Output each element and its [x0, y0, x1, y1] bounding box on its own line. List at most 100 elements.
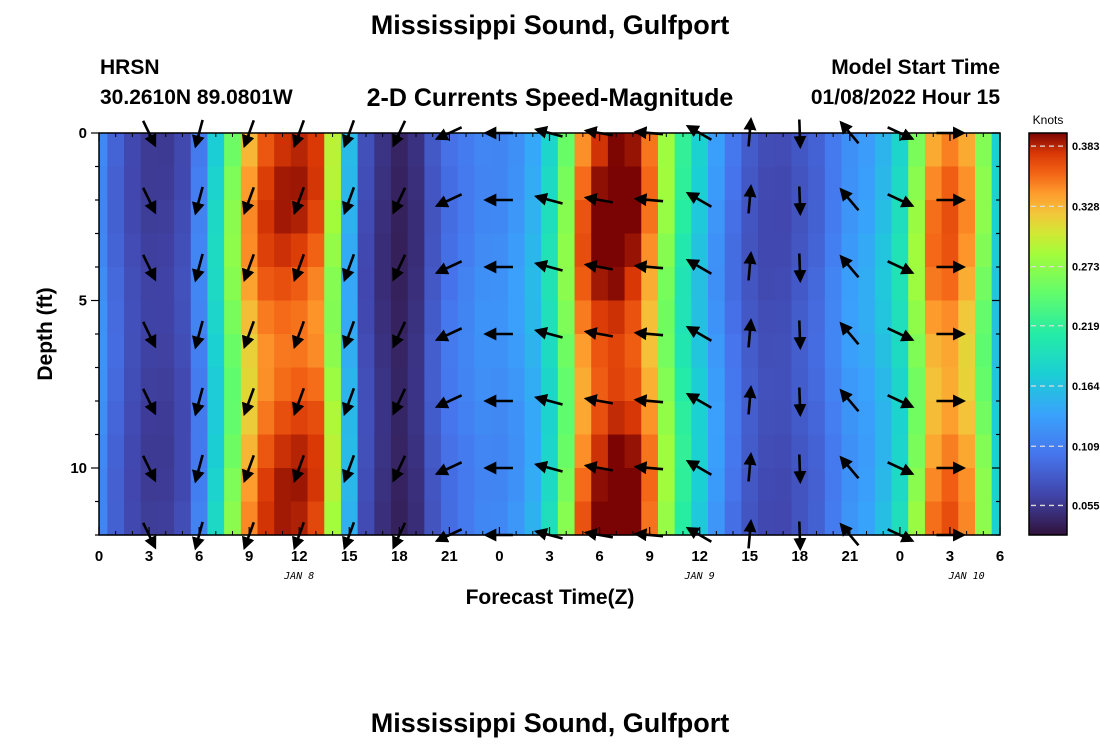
- heat-cell: [307, 166, 325, 201]
- heat-cell: [641, 133, 659, 168]
- heat-cell: [724, 267, 742, 302]
- current-arrow: [743, 183, 757, 214]
- heat-cell: [824, 200, 843, 235]
- station-coordinates: 30.2610N 89.0801W: [100, 86, 293, 109]
- heat-cell: [207, 367, 225, 402]
- heat-cell: [524, 267, 542, 302]
- heat-cell: [140, 267, 158, 302]
- heat-cell: [841, 233, 859, 268]
- heat-cell: [474, 334, 492, 369]
- heat-cell: [557, 133, 576, 168]
- heat-cell: [591, 401, 609, 436]
- footer-title: Mississippi Sound, Gulfport: [370, 708, 730, 738]
- x-tick-label: 6: [996, 548, 1004, 565]
- heat-cell: [841, 300, 859, 335]
- heat-cell: [641, 233, 659, 268]
- heat-cell: [290, 468, 309, 503]
- current-arrow: [292, 186, 306, 216]
- heat-cell: [858, 401, 876, 436]
- heat-cell: [174, 334, 192, 369]
- heat-cell: [657, 434, 676, 469]
- heat-cell: [324, 401, 342, 436]
- heat-cell: [407, 300, 425, 335]
- heat-cell: [240, 200, 259, 235]
- heat-cell: [641, 300, 659, 335]
- heat-cell: [441, 401, 459, 436]
- heat-cell: [190, 401, 209, 436]
- heat-cell: [307, 468, 325, 503]
- current-arrow: [887, 461, 915, 476]
- heat-cell: [708, 468, 726, 503]
- colorbar-tick-label: 0.109: [1072, 441, 1100, 453]
- y-tick-label: 10: [70, 460, 87, 477]
- heat-cell: [224, 501, 242, 536]
- heat-cell: [441, 133, 459, 168]
- heat-cell: [891, 434, 909, 469]
- heat-cell: [808, 300, 826, 335]
- heat-cell: [557, 367, 576, 402]
- heat-cell: [724, 468, 742, 503]
- heat-cell: [591, 501, 609, 536]
- heat-cell: [140, 166, 158, 201]
- heat-cell: [708, 300, 726, 335]
- heat-cell: [190, 233, 209, 268]
- heat-cell: [541, 468, 559, 503]
- heat-cell: [257, 367, 275, 402]
- heat-cell: [257, 200, 275, 235]
- heat-cell: [908, 501, 926, 536]
- heat-cell: [441, 233, 459, 268]
- heat-cell: [340, 367, 359, 402]
- x-tick-label: 12: [291, 548, 308, 565]
- heat-cell: [324, 468, 342, 503]
- heat-cell: [407, 233, 425, 268]
- heat-cell: [224, 133, 242, 168]
- heat-cell: [774, 166, 793, 201]
- heat-cell: [174, 434, 192, 469]
- heat-cell: [340, 501, 359, 536]
- heat-cell: [557, 267, 576, 302]
- heat-cell: [457, 200, 476, 235]
- heat-cell: [841, 166, 859, 201]
- current-arrow: [743, 384, 757, 415]
- heat-cell: [891, 501, 909, 536]
- heat-cell: [891, 233, 909, 268]
- heat-cell: [290, 434, 309, 469]
- heat-cell: [758, 367, 776, 402]
- heat-cell: [591, 133, 609, 168]
- x-tick-label: 21: [441, 548, 458, 565]
- heat-cell: [190, 200, 209, 235]
- current-arrow: [434, 394, 463, 409]
- heat-cell: [908, 300, 926, 335]
- heat-cell: [107, 501, 125, 536]
- current-arrow: [392, 254, 407, 282]
- heat-cell: [657, 166, 676, 201]
- heat-cell: [574, 166, 592, 201]
- heat-cell: [724, 166, 742, 201]
- heat-cell: [107, 401, 125, 436]
- heat-cell: [207, 300, 225, 335]
- heat-cell: [607, 334, 626, 369]
- heat-cell: [624, 233, 642, 268]
- heat-cell: [574, 334, 592, 369]
- heat-cell: [541, 434, 559, 469]
- heat-cell: [591, 300, 609, 335]
- current-arrow: [793, 186, 807, 217]
- heat-cell: [541, 267, 559, 302]
- heat-cell: [674, 334, 692, 369]
- heat-cell: [958, 267, 976, 302]
- heat-cell: [924, 233, 943, 268]
- current-arrow: [633, 193, 664, 207]
- heat-cell: [908, 401, 926, 436]
- heat-cell: [574, 468, 592, 503]
- heat-cell: [674, 133, 692, 168]
- heat-cell: [991, 233, 1001, 268]
- x-tick-label: 18: [791, 548, 808, 565]
- heat-cell: [708, 434, 726, 469]
- x-tick-label: 9: [245, 548, 253, 565]
- heat-cell: [441, 267, 459, 302]
- heat-cell: [257, 401, 275, 436]
- heat-cell: [541, 401, 559, 436]
- heat-cell: [724, 501, 742, 536]
- heat-cell: [157, 501, 175, 536]
- heat-cell: [374, 233, 392, 268]
